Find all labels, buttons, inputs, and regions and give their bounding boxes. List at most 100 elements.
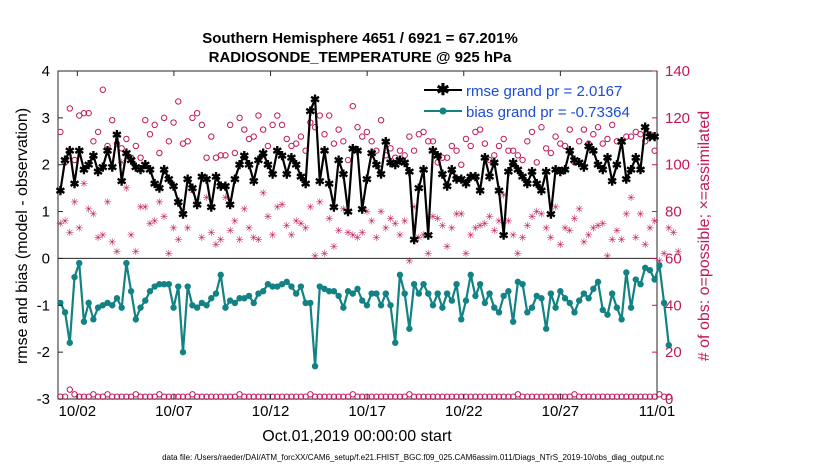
possible-obs-marker [373,393,380,400]
possible-obs-marker [580,126,588,133]
bias-point [585,295,592,302]
assimilated-obs-marker: ✳ [358,228,366,239]
assimilated-obs-marker: ✳ [580,238,588,249]
bias-point [302,299,309,307]
possible-obs-marker [340,393,347,400]
assimilated-obs-marker: ✳ [594,221,602,232]
possible-obs-marker [151,121,158,129]
rmse-point: ✱ [145,163,155,177]
rmse-point: ✱ [532,177,542,191]
bias-point [392,339,399,346]
bias-point [396,271,404,279]
bias-point [453,281,460,288]
assimilated-obs-marker: ✳ [146,219,154,230]
assimilated-obs-marker: ✳ [518,233,526,244]
bias-point [208,295,215,302]
rmse-point: ✱ [640,121,650,135]
assimilated-obs-marker: ✳ [424,249,432,260]
possible-obs-marker [467,393,474,400]
possible-obs-marker [439,154,446,161]
bias-point [505,288,512,295]
possible-obs-marker [297,133,305,140]
possible-obs-marker [552,133,559,140]
possible-obs-marker [599,140,606,147]
y-tick-label-left: -2 [37,344,50,361]
possible-obs-marker [208,393,215,400]
assimilated-obs-marker: ✳ [66,228,74,239]
possible-obs-marker [486,393,493,400]
assimilated-obs-marker: ✳ [150,216,158,227]
bias-point [61,309,69,316]
possible-obs-marker [533,393,540,400]
assimilated-obs-marker: ✳ [367,216,375,227]
legend-bias-marker [439,107,447,115]
rmse-point: ✱ [277,149,287,163]
bias-point [344,288,352,295]
bias-point [57,299,64,307]
assimilated-obs-marker: ✳ [212,240,220,251]
assimilated-obs-marker: ✳ [443,242,451,253]
possible-obs-marker [269,121,276,129]
rmse-point: ✱ [60,154,70,168]
possible-obs-marker [618,393,625,400]
rmse-point: ✱ [409,233,419,247]
possible-obs-marker [283,135,290,143]
possible-obs-marker [425,138,432,145]
y-tick-label-right: 0 [665,391,673,408]
bias-point [472,292,479,300]
rmse-point: ✱ [286,151,296,165]
rmse-point: ✱ [216,179,226,193]
bias-point [627,304,635,311]
assimilated-obs-marker: ✳ [599,219,607,230]
assimilated-obs-marker: ✳ [169,223,177,234]
rmse-point: ✱ [140,158,150,172]
possible-obs-marker [495,142,503,150]
rmse-point: ✱ [112,128,122,142]
bias-point [113,295,121,302]
assimilated-obs-marker: ✳ [311,252,319,263]
rmse-point: ✱ [442,179,452,193]
assimilated-obs-marker: ✳ [462,249,470,260]
assimilated-obs-marker: ✳ [287,231,295,242]
bias-point [660,299,668,307]
possible-obs-marker [175,98,182,105]
bias-point [420,281,427,288]
rmse-point: ✱ [268,168,278,182]
possible-obs-marker [297,393,305,400]
possible-obs-marker [217,393,224,400]
assimilated-obs-marker: ✳ [570,214,578,225]
possible-obs-marker [420,128,427,136]
possible-obs-marker [665,393,672,400]
rmse-point: ✱ [645,130,655,144]
rmse-point: ✱ [617,135,627,149]
assimilated-obs-marker: ✳ [627,193,635,204]
assimilated-obs-marker: ✳ [410,202,418,213]
rmse-point: ✱ [169,179,179,193]
bias-point [326,288,333,295]
possible-obs-marker [85,109,92,117]
assimilated-obs-marker: ✳ [320,249,328,260]
possible-obs-marker [326,393,333,400]
assimilated-obs-marker: ✳ [99,231,107,242]
possible-obs-marker [269,393,276,400]
assimilated-obs-marker: ✳ [306,202,314,213]
possible-obs-marker [236,114,243,122]
assimilated-obs-marker: ✳ [396,231,404,242]
rmse-point: ✱ [69,177,79,191]
rmse-point: ✱ [404,165,414,179]
possible-obs-marker [217,152,224,159]
rmse-point: ✱ [362,172,372,186]
possible-obs-marker [160,393,168,400]
possible-obs-marker [184,138,191,145]
rmse-point: ✱ [79,163,89,177]
assimilated-obs-marker: ✳ [589,223,597,234]
possible-obs-marker [193,109,201,117]
possible-obs-marker [476,126,484,133]
possible-obs-marker [363,128,371,136]
rmse-point: ✱ [419,163,429,177]
possible-obs-marker [80,109,88,117]
possible-obs-marker [580,393,588,400]
bias-point [642,264,649,271]
possible-obs-marker [377,393,385,400]
